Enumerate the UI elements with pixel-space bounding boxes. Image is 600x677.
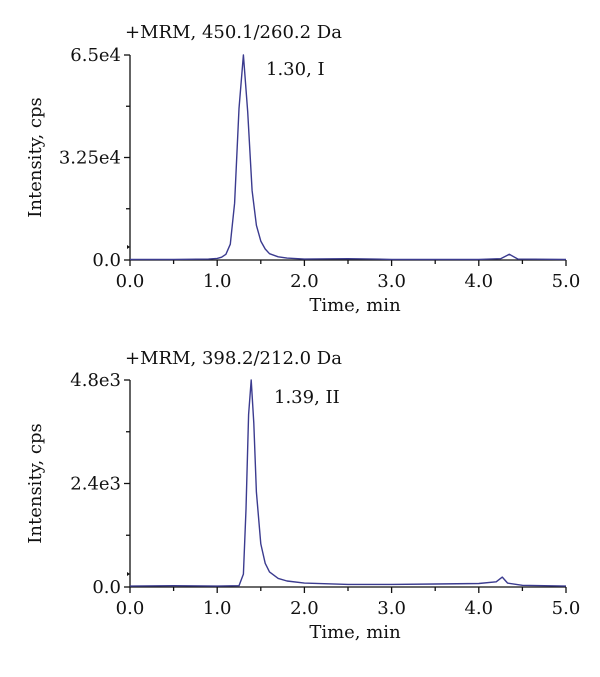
x-tick-label: 5.0: [552, 598, 581, 619]
chromatogram-trace: [129, 379, 567, 587]
x-tick-label: 2.0: [290, 271, 319, 292]
x-tick-label: 0.0: [116, 598, 145, 619]
peak-annotation: 1.30, I: [266, 59, 325, 80]
y-tick-label: 2.4e3: [70, 474, 121, 495]
peak-annotation: 1.39, II: [274, 387, 340, 408]
chart-title: +MRM, 398.2/212.0 Da: [125, 348, 342, 369]
y-tick-label: 6.5e4: [70, 45, 121, 66]
y-tick-label: 0.0: [92, 250, 121, 271]
y-axis-label: Intensity, cps: [25, 423, 46, 543]
x-tick-label: 4.0: [464, 598, 493, 619]
baseline-marker: [127, 572, 130, 576]
x-tick-label: 3.0: [377, 271, 406, 292]
y-tick-label: 4.8e3: [70, 370, 121, 391]
baseline-marker: [127, 245, 130, 249]
x-tick-label: 3.0: [377, 598, 406, 619]
x-tick-label: 4.0: [464, 271, 493, 292]
x-tick-label: 1.0: [203, 598, 232, 619]
y-tick-label: 0.0: [92, 577, 121, 598]
x-tick-label: 1.0: [203, 271, 232, 292]
x-tick-label: 2.0: [290, 598, 319, 619]
chromatogram-trace: [130, 54, 567, 261]
y-tick-label: 3.25e4: [59, 148, 121, 169]
chart-title: +MRM, 450.1/260.2 Da: [125, 22, 342, 43]
x-tick-label: 5.0: [552, 271, 581, 292]
x-tick-label: 0.0: [116, 271, 145, 292]
x-axis-label: Time, min: [309, 295, 401, 316]
x-axis-label: Time, min: [309, 622, 401, 643]
y-axis-label: Intensity, cps: [25, 97, 46, 217]
